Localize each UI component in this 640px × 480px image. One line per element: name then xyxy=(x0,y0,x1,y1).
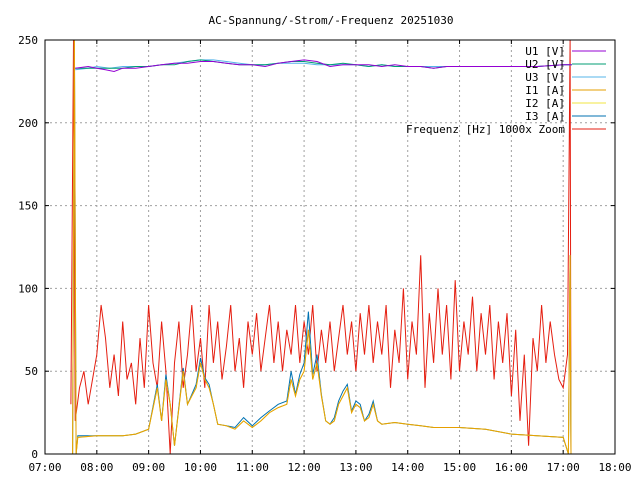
x-tick-label: 14:00 xyxy=(391,461,424,474)
series-layer xyxy=(70,39,572,455)
plot-frame xyxy=(44,39,616,455)
x-tick-label: 15:00 xyxy=(443,461,476,474)
y-tick-label: 50 xyxy=(25,365,38,378)
legend-label: Frequenz [Hz] 1000x Zoom xyxy=(406,123,565,136)
grid xyxy=(45,40,615,454)
x-tick-label: 13:00 xyxy=(339,461,372,474)
legend-label: I1 [A] xyxy=(525,84,565,97)
series-line xyxy=(70,39,572,455)
y-tick-label: 100 xyxy=(18,282,38,295)
x-tick-label: 07:00 xyxy=(28,461,61,474)
y-tick-label: 150 xyxy=(18,200,38,213)
x-tick-label: 09:00 xyxy=(132,461,165,474)
series-line xyxy=(72,39,572,455)
y-tick-label: 0 xyxy=(31,448,38,461)
x-tick-label: 08:00 xyxy=(80,461,113,474)
x-tick-label: 12:00 xyxy=(288,461,321,474)
x-tick-label: 17:00 xyxy=(547,461,580,474)
legend-label: U2 [V] xyxy=(525,58,565,71)
y-tick-label: 250 xyxy=(18,34,38,47)
legend: U1 [V]U2 [V]U3 [V]I1 [A]I2 [A]I3 [A]Freq… xyxy=(406,45,606,136)
chart-title: AC-Spannung/-Strom/-Frequenz 20251030 xyxy=(208,14,453,27)
x-tick-label: 11:00 xyxy=(236,461,269,474)
legend-label: U1 [V] xyxy=(525,45,565,58)
x-tick-label: 10:00 xyxy=(184,461,217,474)
x-tick-label: 18:00 xyxy=(598,461,631,474)
axis-ticks: 07:00 08:00 09:00 10:00 11:00 12:00 13:00 14:00… xyxy=(18,34,631,474)
legend-label: U3 [V] xyxy=(525,71,565,84)
series-line xyxy=(72,39,572,455)
series-line xyxy=(75,59,572,71)
series-line xyxy=(72,39,572,455)
x-tick-label: 16:00 xyxy=(495,461,528,474)
series-line xyxy=(75,59,572,73)
legend-label: I3 [A] xyxy=(525,110,565,123)
legend-label: I2 [A] xyxy=(525,97,565,110)
y-tick-label: 200 xyxy=(18,117,38,130)
